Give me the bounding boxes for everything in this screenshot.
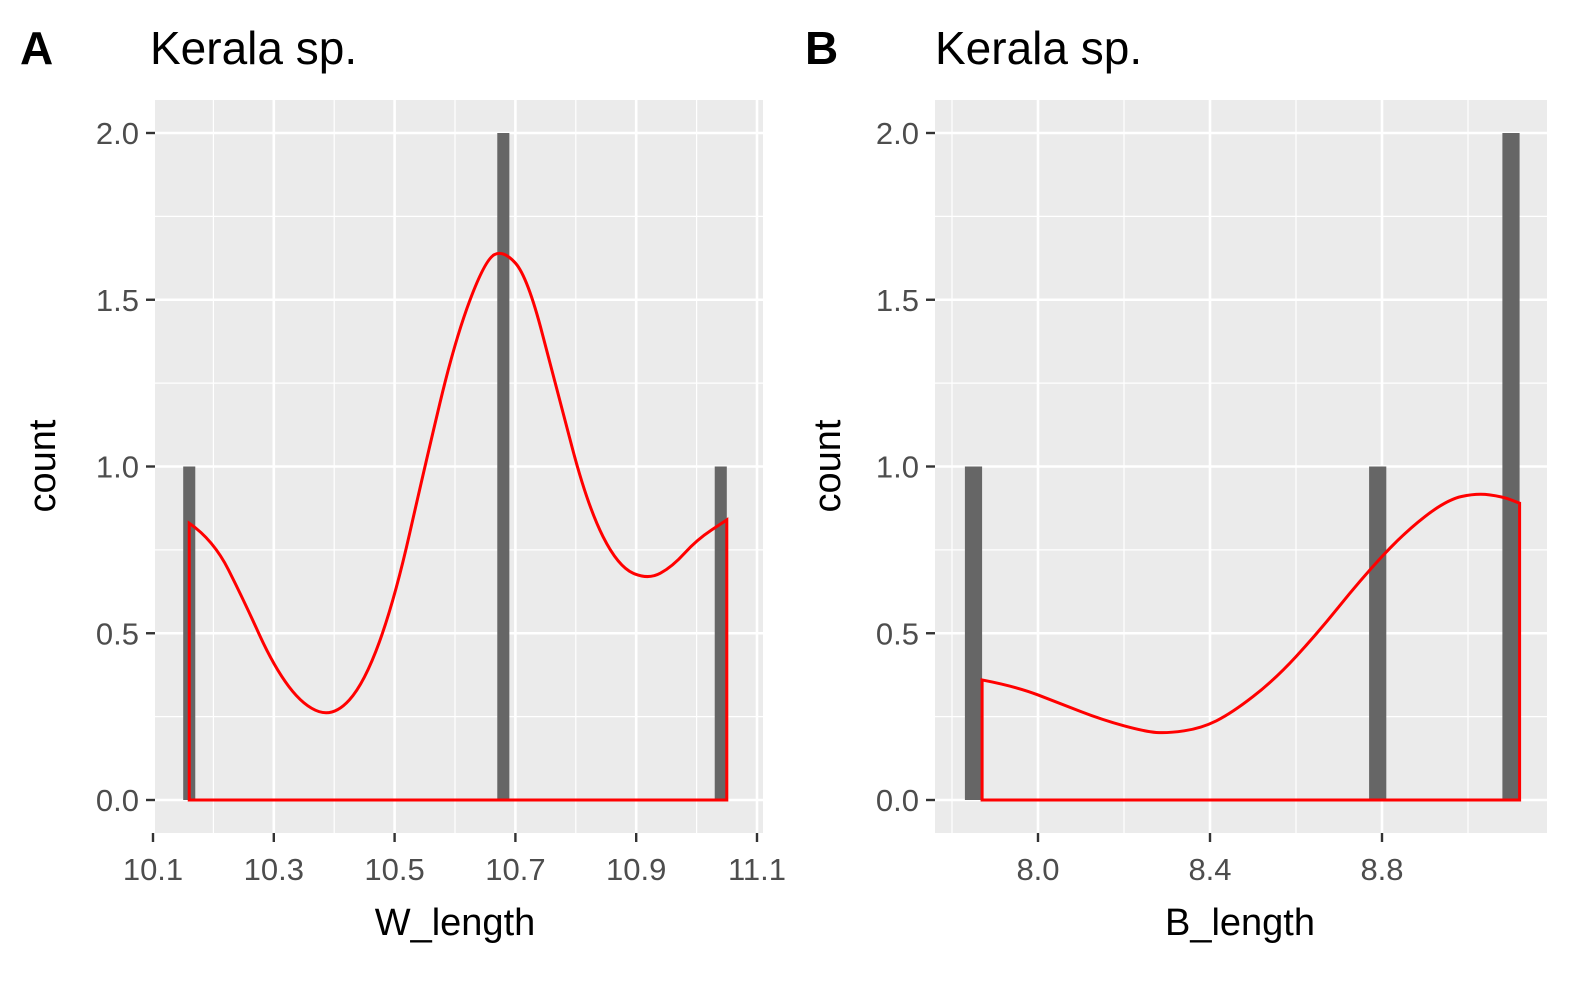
panel-a-y-axis-title: count — [22, 419, 64, 512]
x-tick-label: 8.4 — [1188, 852, 1231, 887]
panel-b-y-axis-title: count — [807, 419, 849, 512]
panel-letter-a: A — [20, 22, 53, 74]
y-tick-label: 1.0 — [876, 450, 919, 485]
y-tick-label: 0.0 — [876, 783, 919, 818]
panel-a-bar-3 — [714, 466, 727, 800]
panel-b: B Kerala sp. 0.0 0.5 1.0 1.5 2.0 8.0 8.4 8.8 B… — [805, 22, 1547, 944]
panel-letter-b: B — [805, 22, 838, 74]
panel-a-x-axis-title: W_length — [375, 902, 536, 944]
panel-a: A Kerala sp. 0.00.51.01.52.0 10.1 10.3 10.… — [20, 22, 786, 944]
y-tick-label: 0.0 — [96, 783, 139, 818]
panel-b-density-curve — [980, 492, 1522, 802]
y-tick-label: 0.5 — [876, 616, 919, 651]
x-tick-label: 8.0 — [1016, 852, 1059, 887]
panel-b-title: Kerala sp. — [935, 22, 1142, 74]
x-tick-label: 10.9 — [606, 852, 666, 887]
panel-b-bars — [964, 133, 1520, 800]
panel-a-x-ticks: 10.1 10.3 10.5 10.7 10.9 11.1 — [123, 833, 786, 887]
y-tick-label: 2.0 — [876, 116, 919, 151]
panel-b-bar-1 — [964, 466, 983, 800]
x-tick-label: 11.1 — [728, 852, 786, 887]
x-tick-label: 10.1 — [123, 852, 183, 887]
panel-a-y-ticks: 0.0 0.5 1.0 1.5 2.0 — [96, 116, 155, 818]
y-tick-label: 1.5 — [96, 283, 139, 318]
y-tick-label: 1.0 — [96, 450, 139, 485]
y-tick-label: 1.5 — [876, 283, 919, 318]
x-tick-label: 8.8 — [1360, 852, 1403, 887]
panel-a-title: Kerala sp. — [150, 22, 357, 74]
panel-b-bar-3 — [1502, 133, 1520, 800]
y-tick-label: 0.5 — [96, 616, 139, 651]
x-tick-label: 10.3 — [244, 852, 304, 887]
panel-a-bar-2 — [497, 133, 510, 800]
panel-b-bar-2 — [1369, 466, 1387, 800]
y-tick-label: 2.0 — [96, 116, 139, 151]
x-tick-label: 10.7 — [485, 852, 545, 887]
panel-b-y-ticks: 0.0 0.5 1.0 1.5 2.0 — [876, 116, 935, 818]
panel-a-density-curve — [187, 251, 729, 802]
panel-b-x-ticks: 8.0 8.4 8.8 — [1016, 833, 1404, 887]
x-tick-label: 10.5 — [364, 852, 424, 887]
panel-b-x-axis-title: B_length — [1165, 902, 1315, 944]
